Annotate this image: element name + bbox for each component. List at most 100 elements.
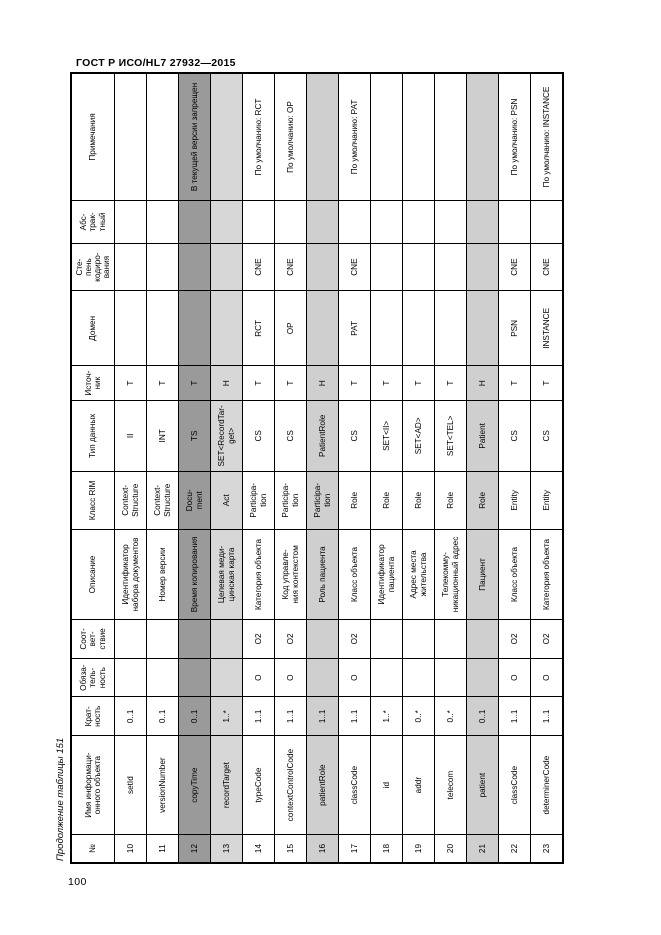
cell-notes: По умолчанию: INSTANCE	[530, 73, 562, 200]
cell-data-type: INT	[146, 399, 178, 471]
table-row: 23 determinerCode 1..1 O O2 Категория объекта…	[530, 73, 562, 862]
table-row: 22 classCode 1..1 O O2 Класс объекта Entity CS T…	[498, 73, 530, 862]
cell-domain	[434, 290, 466, 366]
cell-cardinality: 1..*	[210, 696, 242, 736]
source-line1: Источ-	[83, 370, 93, 396]
cell-abstract	[434, 199, 466, 243]
cell-source: T	[274, 365, 306, 400]
cell-coding-strength	[434, 242, 466, 291]
cell-obligation: O	[242, 657, 274, 697]
cell-coding-strength	[466, 242, 498, 291]
cell-rim-class: Participa-tion	[306, 470, 338, 529]
object-name-line2: онного объекта	[92, 755, 102, 814]
cell-obligation	[114, 657, 146, 697]
cell-obligation	[210, 657, 242, 697]
cell-rim-class: Entity	[530, 470, 562, 529]
abstract-line2: трак-	[87, 211, 97, 232]
column-header-notes: Примечания	[71, 73, 114, 200]
cell-number: 15	[274, 834, 306, 862]
description-label: Описание	[87, 555, 97, 593]
cell-number: 23	[530, 834, 562, 862]
cell-obligation	[402, 657, 434, 697]
cell-source: T	[530, 365, 562, 400]
cell-obligation	[178, 657, 210, 697]
cell-object-name: id	[370, 735, 402, 835]
cell-source: T	[370, 365, 402, 400]
column-header-abstract: Абс- трак- тный	[71, 199, 114, 243]
cell-abstract	[306, 199, 338, 243]
obligation-line3: ность	[97, 666, 107, 688]
cell-description: Целевая меди-цинская карта	[210, 528, 242, 620]
cell-description: Категория объекта	[242, 528, 274, 620]
cell-data-type: CS	[274, 399, 306, 471]
cell-domain	[178, 290, 210, 366]
cell-coding-strength: CNE	[530, 242, 562, 291]
table-row: 14 typeCode 1..1 O O2 Категория объекта Partic…	[242, 73, 274, 862]
column-header-description: Описание	[71, 528, 114, 620]
cell-source: H	[466, 365, 498, 400]
table-row: 15 contextControlCode 1..1 O O2 Код управле-н…	[274, 73, 306, 862]
column-header-number: №	[71, 834, 114, 862]
table-header-row-group: № Имя информаци- онного объекта Крат- но…	[71, 73, 114, 862]
cell-cardinality: 0..*	[434, 696, 466, 736]
cell-data-type: Patient	[466, 399, 498, 471]
cell-description: Категория объекта	[530, 528, 562, 620]
cell-data-type: CS	[242, 399, 274, 471]
cell-cardinality: 0..1	[466, 696, 498, 736]
coding-strength-line2: пень	[83, 257, 93, 276]
obligation-line2: тель-	[87, 667, 97, 687]
cell-rim-class: Act	[210, 470, 242, 529]
cell-description: Время копирования	[178, 528, 210, 620]
document-standard-header: ГОСТ Р ИСО/HL7 27932—2015	[76, 57, 236, 69]
cell-source: T	[178, 365, 210, 400]
cell-cardinality: 1..1	[338, 696, 370, 736]
abstract-line3: тный	[97, 212, 107, 231]
column-header-rim-class: Класс RIM	[71, 470, 114, 529]
cell-notes: По умолчанию: PAT	[338, 73, 370, 200]
abstract-line1: Абс-	[78, 213, 88, 230]
cell-coding-strength	[402, 242, 434, 291]
cell-object-name: addr	[402, 735, 434, 835]
cell-obligation	[466, 657, 498, 697]
cell-data-type: SET<AD>	[402, 399, 434, 471]
cell-abstract	[210, 199, 242, 243]
cell-notes: В текущей версии запрещен	[178, 73, 210, 200]
cell-conformance	[178, 619, 210, 658]
cell-rim-class: Role	[466, 470, 498, 529]
cell-rim-class: Participa-tion	[274, 470, 306, 529]
cell-number: 14	[242, 834, 274, 862]
table-row: 18 id 1..* Идентификатор пациента Role SET<II…	[370, 73, 402, 862]
cell-cardinality: 1..*	[370, 696, 402, 736]
cell-domain: OP	[274, 290, 306, 366]
coding-strength-line1: Сте-	[74, 258, 84, 276]
cell-domain: RCT	[242, 290, 274, 366]
cell-source: H	[210, 365, 242, 400]
coding-strength-line3: кодиро-	[92, 251, 102, 282]
cell-rim-class: Role	[434, 470, 466, 529]
cell-conformance	[434, 619, 466, 658]
conformance-line3: ствие	[97, 627, 107, 650]
table-row: 19 addr 0..* Адрес места жительства Role SET<…	[402, 73, 434, 862]
cell-domain	[146, 290, 178, 366]
cell-number: 18	[370, 834, 402, 862]
cell-abstract	[274, 199, 306, 243]
cell-source: T	[338, 365, 370, 400]
source-line2: ник	[92, 376, 102, 390]
table-row: 20 telecom 0..* Телекомму-никационный адрес…	[434, 73, 466, 862]
cell-conformance: O2	[274, 619, 306, 658]
obligation-line1: Обяза-	[78, 663, 88, 691]
cell-number: 12	[178, 834, 210, 862]
table-row: 13 recordTarget 1..* Целевая меди-цинская к…	[210, 73, 242, 862]
cell-conformance	[402, 619, 434, 658]
cell-coding-strength: CNE	[498, 242, 530, 291]
cardinality-line2: ность	[92, 705, 102, 727]
coding-strength-line4: вания	[101, 255, 111, 278]
cell-object-name: copyTime	[178, 735, 210, 835]
column-header-obligation: Обяза- тель- ность	[71, 657, 114, 697]
cell-rim-class: Docu-ment	[178, 470, 210, 529]
cell-source: T	[146, 365, 178, 400]
cell-domain: INSTANCE	[530, 290, 562, 366]
table-row: 11 versionNumber 0..1 Номер версии Context- S…	[146, 73, 178, 862]
column-header-conformance: Соот- вет- ствие	[71, 619, 114, 658]
cell-number: 16	[306, 834, 338, 862]
